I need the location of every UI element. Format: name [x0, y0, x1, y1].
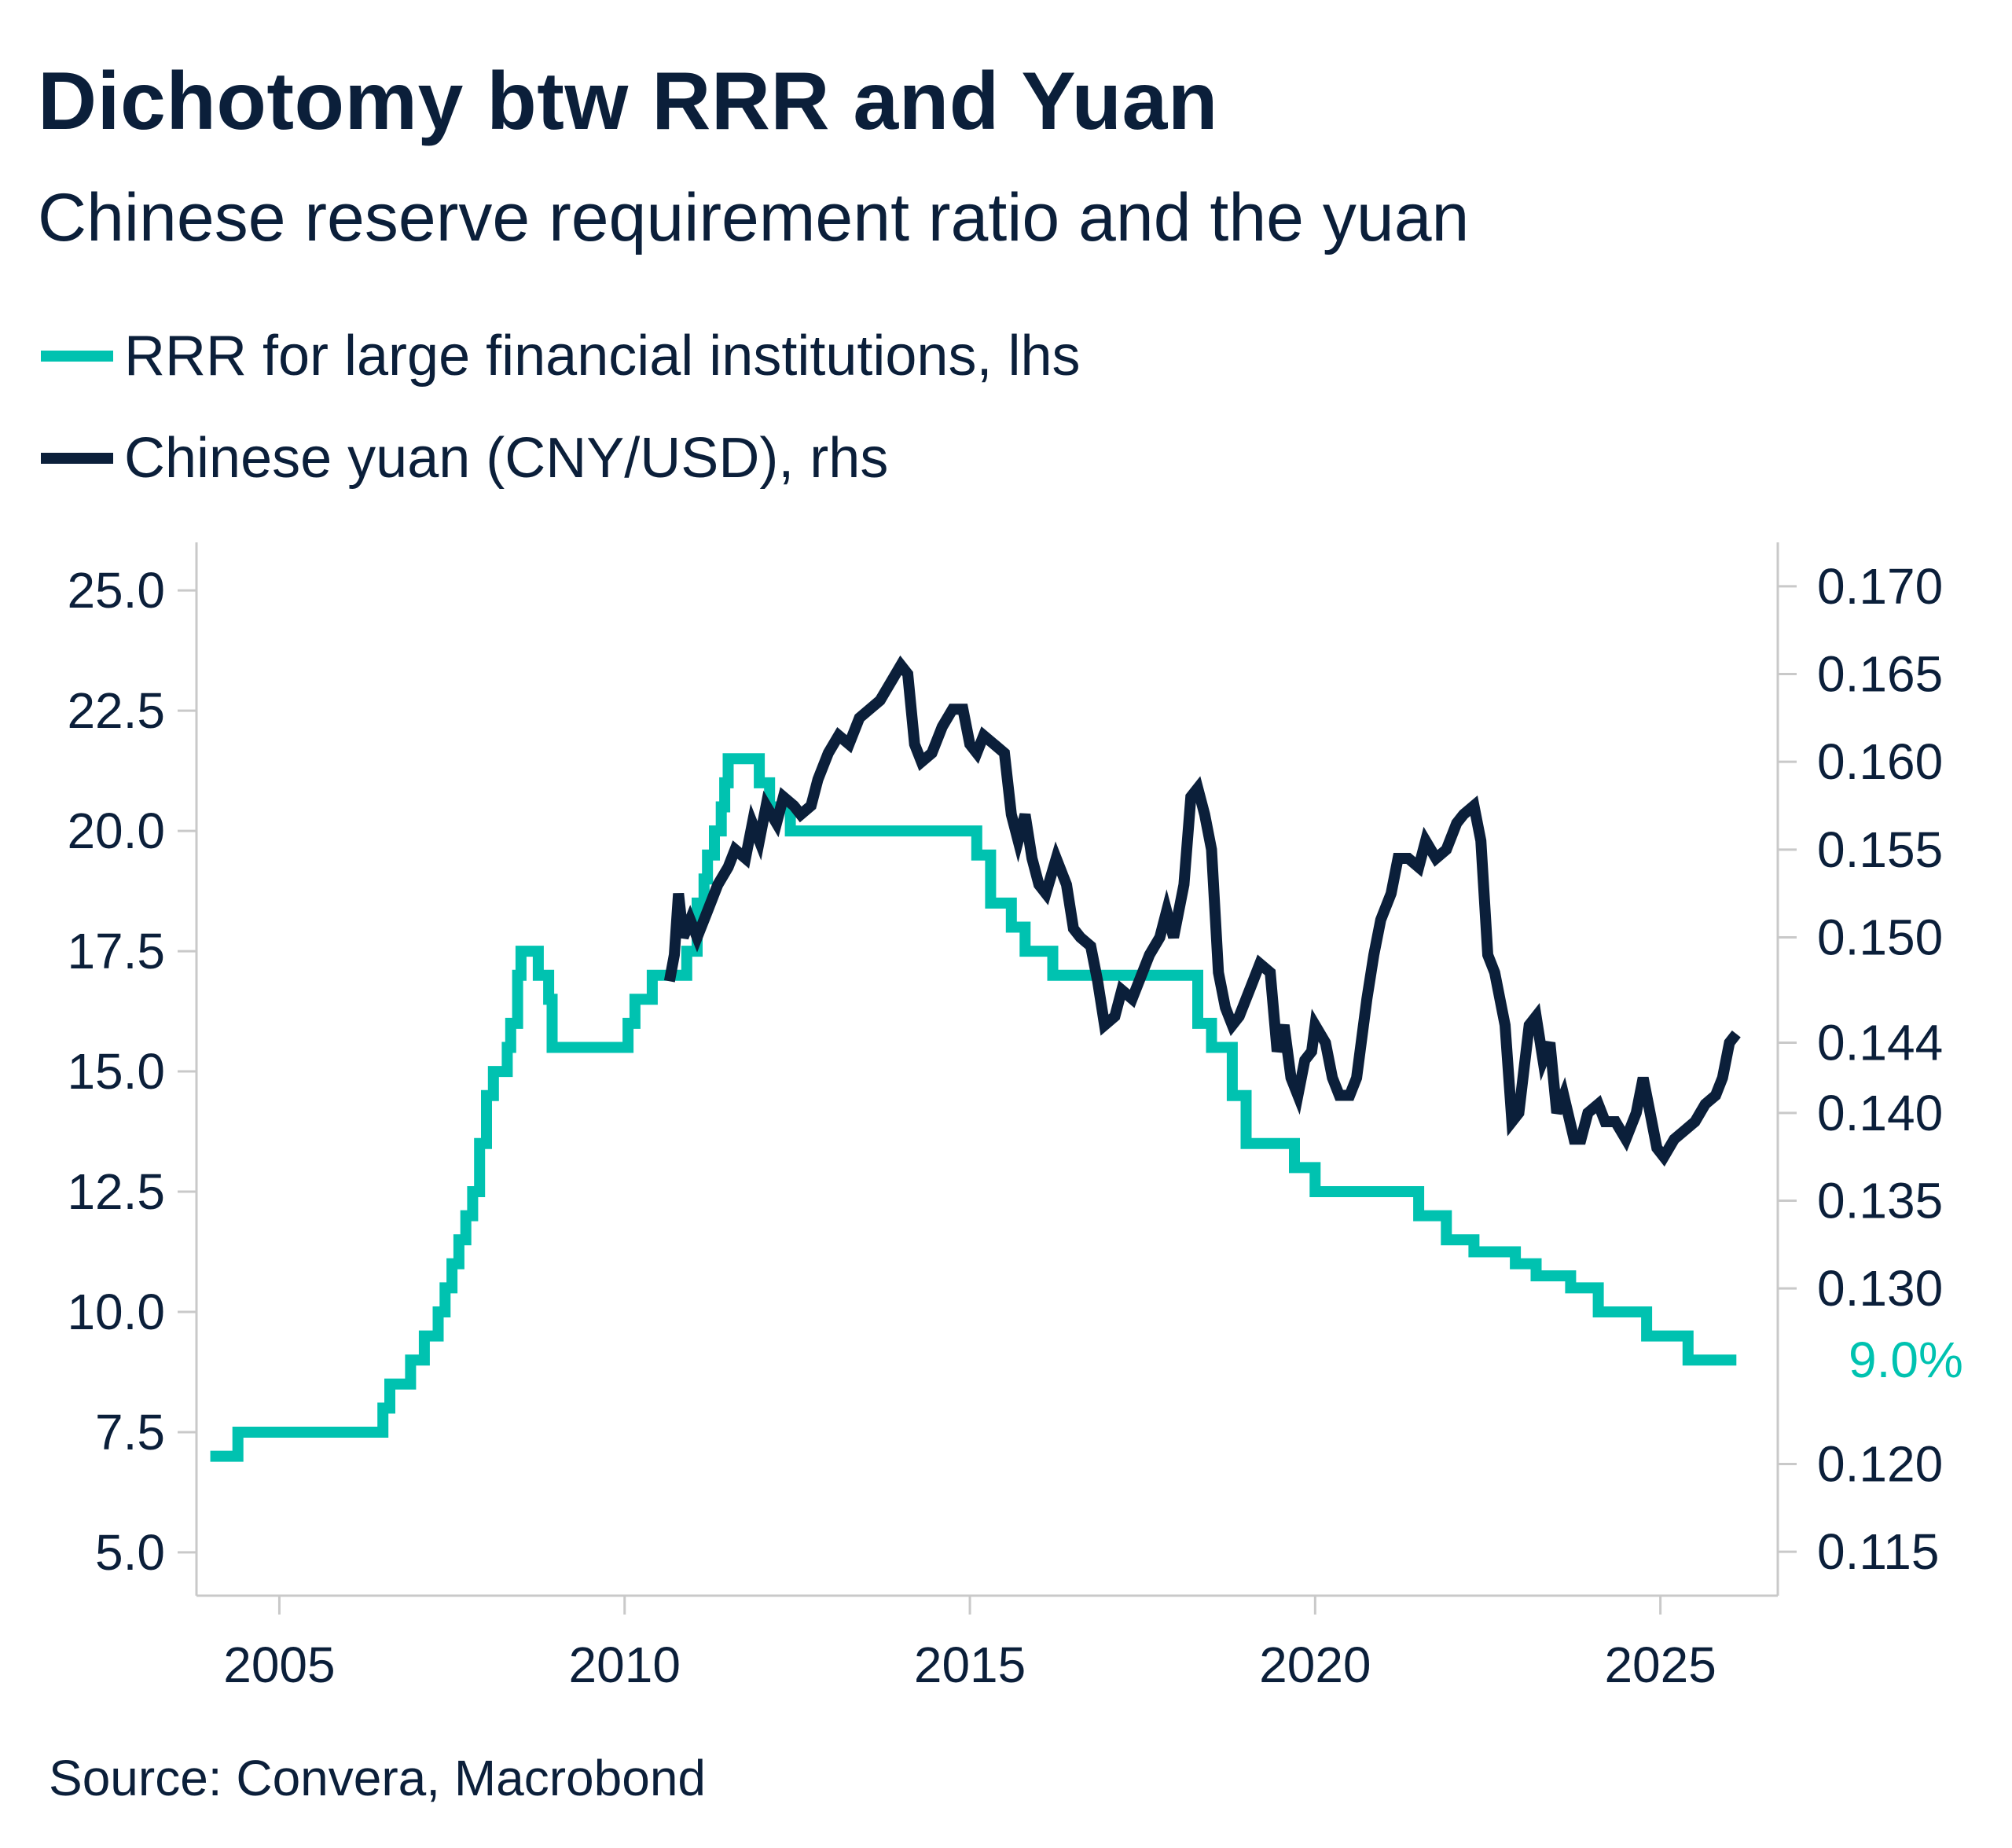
- x-tick-label: 2025: [1604, 1637, 1716, 1693]
- left-tick-label: 10.0: [67, 1284, 165, 1340]
- x-tick-label: 2005: [223, 1637, 335, 1693]
- source-note: Source: Convera, Macrobond: [49, 1750, 706, 1806]
- left-tick-label: 5.0: [95, 1524, 165, 1581]
- right-tick-label: 0.170: [1817, 558, 1943, 615]
- right-tick-label: 0.115: [1817, 1523, 1939, 1580]
- right-tick-label: 0.150: [1817, 909, 1943, 966]
- rrr-end-label: 9.0%: [1849, 1332, 1963, 1388]
- legend-label-rrr: RRR for large financial institutions, lh…: [124, 325, 1081, 388]
- legend-swatch-yuan: [41, 453, 113, 464]
- right-tick-label: 0.160: [1817, 733, 1943, 790]
- left-tick-label: 15.0: [67, 1043, 165, 1100]
- legend-swatch-rrr: [41, 351, 113, 362]
- chart-title: Dichotomy btw RRR and Yuan: [38, 56, 1218, 147]
- left-tick-label: 17.5: [67, 923, 165, 979]
- left-tick-label: 7.5: [95, 1404, 165, 1460]
- left-tick-label: 25.0: [67, 562, 165, 619]
- right-tick-label: 0.130: [1817, 1260, 1943, 1317]
- right-tick-label: 0.140: [1817, 1085, 1943, 1141]
- legend-item-yuan: Chinese yuan (CNY/USD), rhs: [41, 426, 888, 490]
- x-tick-label: 2020: [1259, 1637, 1371, 1693]
- left-tick-label: 12.5: [67, 1163, 165, 1220]
- left-tick-label: 20.0: [67, 803, 165, 859]
- right-tick-label: 0.155: [1817, 821, 1943, 878]
- right-tick-label: 0.165: [1817, 646, 1943, 703]
- rrr-series-line: [210, 753, 1737, 1462]
- right-tick-label: 0.120: [1817, 1436, 1943, 1493]
- yuan-series-line: [663, 655, 1741, 1167]
- right-tick-label: 0.135: [1817, 1173, 1943, 1229]
- legend-item-rrr: RRR for large financial institutions, lh…: [41, 324, 1081, 388]
- right-tick-label: 0.144: [1817, 1015, 1943, 1071]
- left-tick-label: 22.5: [67, 682, 165, 739]
- x-tick-label: 2010: [569, 1637, 681, 1693]
- legend-label-yuan: Chinese yuan (CNY/USD), rhs: [124, 427, 889, 490]
- chart-subtitle: Chinese reserve requirement ratio and th…: [38, 180, 1470, 255]
- x-tick-label: 2015: [914, 1637, 1026, 1693]
